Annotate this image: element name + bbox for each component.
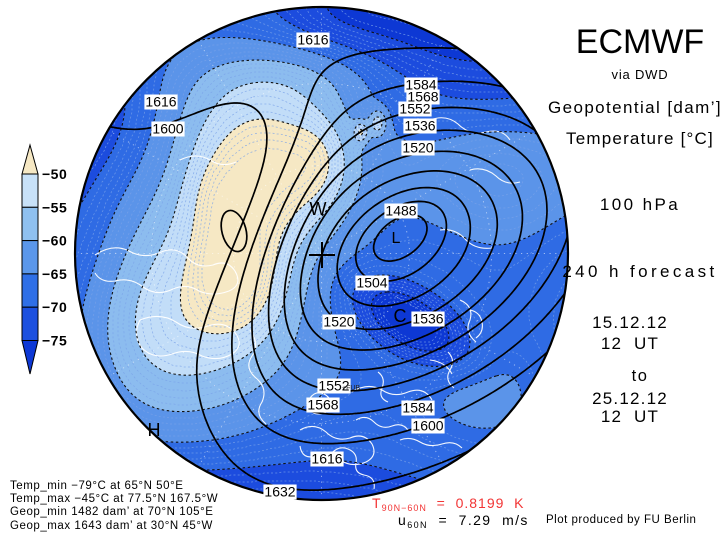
svg-text:−65: −65 — [42, 266, 67, 282]
svg-text:1520: 1520 — [402, 140, 433, 156]
svg-text:−70: −70 — [42, 299, 67, 315]
svg-text:+FUB: +FUB — [342, 385, 360, 392]
svg-text:−50: −50 — [42, 166, 67, 182]
svg-text:1632: 1632 — [264, 484, 295, 500]
svg-text:−75: −75 — [42, 333, 67, 349]
svg-text:1584: 1584 — [405, 77, 436, 93]
svg-text:1536: 1536 — [404, 118, 435, 134]
svg-text:H: H — [148, 420, 161, 440]
svg-text:C: C — [394, 306, 407, 326]
svg-text:1552: 1552 — [318, 378, 349, 394]
svg-text:1552: 1552 — [399, 101, 430, 117]
svg-text:1568: 1568 — [307, 397, 338, 413]
svg-text:1616: 1616 — [311, 451, 342, 467]
svg-text:1600: 1600 — [412, 418, 443, 434]
svg-text:1616: 1616 — [145, 94, 176, 110]
svg-text:1584: 1584 — [402, 400, 433, 416]
svg-text:1520: 1520 — [323, 314, 354, 330]
svg-text:1488: 1488 — [385, 203, 416, 219]
svg-text:1504: 1504 — [356, 275, 387, 291]
svg-text:W: W — [310, 199, 327, 219]
svg-text:L: L — [392, 230, 401, 247]
svg-text:1616: 1616 — [297, 32, 328, 48]
svg-text:−55: −55 — [42, 199, 67, 215]
svg-text:1600: 1600 — [152, 121, 183, 137]
svg-text:1536: 1536 — [412, 311, 443, 327]
svg-text:−60: −60 — [42, 233, 67, 249]
svg-text:1568: 1568 — [407, 89, 438, 105]
